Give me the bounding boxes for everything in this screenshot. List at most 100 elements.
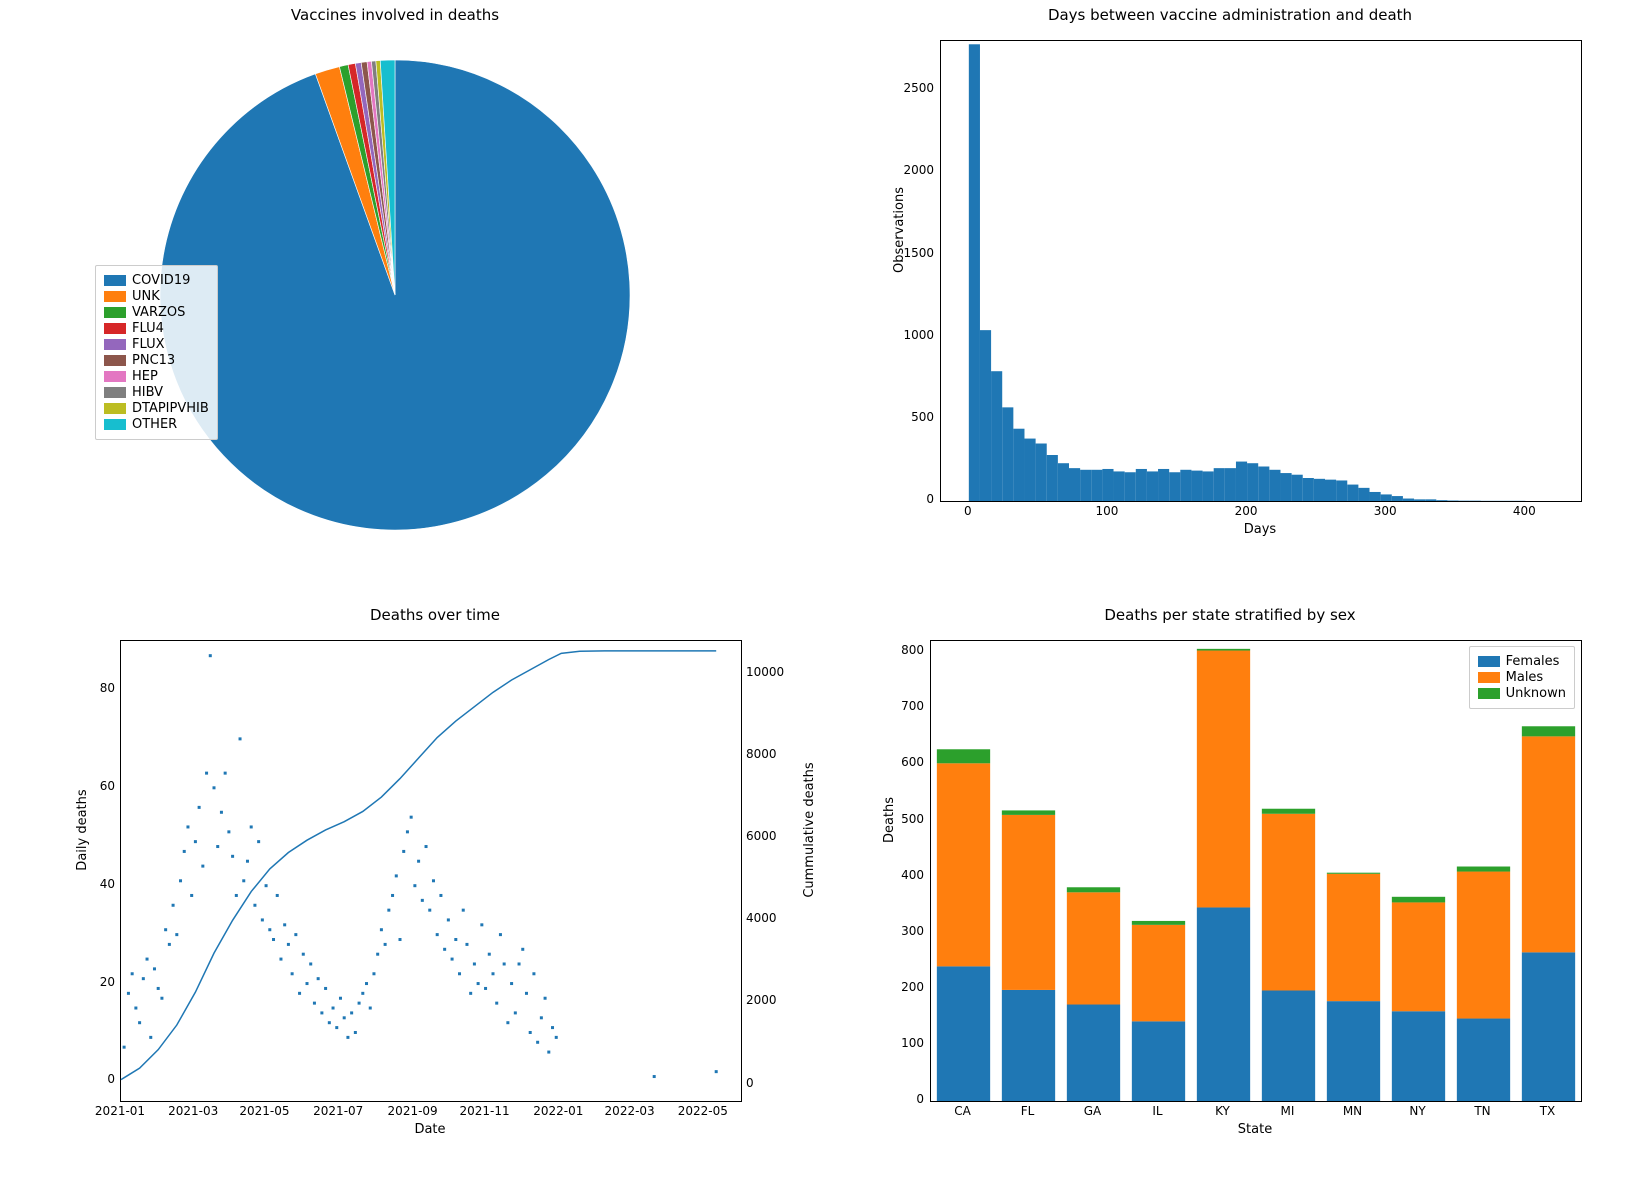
legend-label: HEP bbox=[132, 369, 158, 384]
bar-segment-unknown bbox=[1262, 809, 1315, 814]
scatter-point bbox=[499, 933, 502, 936]
y-tick-left: 80 bbox=[87, 681, 115, 695]
scatter-point bbox=[555, 1036, 558, 1039]
scatter-point bbox=[447, 918, 450, 921]
scatter-point bbox=[473, 962, 476, 965]
hist-bar bbox=[1236, 462, 1247, 501]
scatter-point bbox=[224, 772, 227, 775]
bar-segment-males bbox=[1002, 815, 1055, 990]
hist-bars bbox=[941, 41, 1581, 501]
bar-segment-females bbox=[1132, 1021, 1185, 1101]
hist-bar bbox=[1370, 492, 1381, 501]
hist-bar bbox=[1125, 472, 1136, 501]
scatter-point bbox=[376, 953, 379, 956]
hist-bar bbox=[1358, 488, 1369, 501]
scatter-point bbox=[149, 1036, 152, 1039]
x-tick: MI bbox=[1268, 1104, 1308, 1118]
bar-segment-unknown bbox=[1457, 867, 1510, 872]
x-tick: 100 bbox=[1092, 504, 1122, 518]
legend-label: VARZOS bbox=[132, 305, 185, 320]
scatter-point bbox=[309, 962, 312, 965]
y-tick: 2500 bbox=[890, 81, 934, 95]
bar-segment-females bbox=[1457, 1019, 1510, 1101]
bar-segment-males bbox=[1522, 736, 1575, 952]
hist-ylabel: Observations bbox=[892, 130, 907, 330]
legend-label: FLUX bbox=[132, 337, 165, 352]
scatter-point bbox=[361, 992, 364, 995]
legend-label: Males bbox=[1506, 670, 1544, 685]
scatter-point bbox=[306, 982, 309, 985]
scatter-point bbox=[503, 962, 506, 965]
y-tick: 700 bbox=[890, 699, 924, 713]
scatter-point bbox=[518, 962, 521, 965]
y-tick: 0 bbox=[890, 492, 934, 506]
scatter-point bbox=[451, 958, 454, 961]
scatter-point bbox=[272, 938, 275, 941]
scatter-point bbox=[365, 982, 368, 985]
bar-segment-males bbox=[1327, 874, 1380, 1001]
legend-label: HIBV bbox=[132, 385, 163, 400]
pie-legend-item: FLU4 bbox=[104, 321, 209, 336]
bar-segment-males bbox=[1262, 814, 1315, 991]
pie-legend-item: UNK bbox=[104, 289, 209, 304]
scatter-point bbox=[220, 811, 223, 814]
y-tick-right: 4000 bbox=[746, 911, 777, 925]
ts-xlabel: Date bbox=[120, 1122, 740, 1137]
hist-bar bbox=[1269, 470, 1280, 501]
scatter-point bbox=[653, 1075, 656, 1078]
scatter-point bbox=[227, 830, 230, 833]
hist-bar bbox=[1381, 494, 1392, 501]
x-tick: 2021-09 bbox=[381, 1104, 445, 1118]
scatter-point bbox=[123, 1046, 126, 1049]
hist-bar bbox=[1069, 468, 1080, 501]
x-tick: 300 bbox=[1370, 504, 1400, 518]
scatter-point bbox=[510, 982, 513, 985]
scatter-point bbox=[287, 943, 290, 946]
x-tick: GA bbox=[1073, 1104, 1113, 1118]
scatter-point bbox=[261, 918, 264, 921]
scatter-point bbox=[146, 958, 149, 961]
bar-segment-males bbox=[1197, 651, 1250, 908]
x-tick: FL bbox=[1008, 1104, 1048, 1118]
scatter-point bbox=[443, 948, 446, 951]
scatter-point bbox=[380, 928, 383, 931]
legend-swatch bbox=[104, 275, 126, 286]
x-tick: 400 bbox=[1509, 504, 1539, 518]
pie-subplot: Vaccines involved in deaths COVID19UNKVA… bbox=[40, 30, 750, 560]
x-tick: 2021-05 bbox=[232, 1104, 296, 1118]
scatter-point bbox=[239, 737, 242, 740]
scatter-point bbox=[138, 1021, 141, 1024]
scatter-point bbox=[257, 840, 260, 843]
scatter-point bbox=[372, 972, 375, 975]
scatter-point bbox=[369, 1007, 372, 1010]
hist-bar bbox=[1002, 407, 1013, 501]
statebar-xlabel: State bbox=[930, 1122, 1580, 1137]
x-tick: TX bbox=[1528, 1104, 1568, 1118]
scatter-point bbox=[458, 972, 461, 975]
hist-bar bbox=[1292, 475, 1303, 501]
legend-swatch bbox=[104, 339, 126, 350]
pie-legend-item: OTHER bbox=[104, 417, 209, 432]
hist-bar bbox=[1114, 471, 1125, 501]
bar-segment-unknown bbox=[1197, 649, 1250, 651]
scatter-point bbox=[231, 855, 234, 858]
pie-title: Vaccines involved in deaths bbox=[40, 6, 750, 24]
scatter-point bbox=[324, 987, 327, 990]
hist-bar bbox=[1247, 463, 1258, 501]
statebar-subplot: Deaths per state stratified by sex CAFLG… bbox=[860, 630, 1600, 1170]
hist-bar bbox=[1425, 499, 1436, 501]
y-tick-right: 10000 bbox=[746, 665, 784, 679]
scatter-point bbox=[172, 904, 175, 907]
scatter-point bbox=[387, 909, 390, 912]
legend-swatch bbox=[1478, 688, 1500, 699]
scatter-point bbox=[313, 1002, 316, 1005]
scatter-point bbox=[540, 1016, 543, 1019]
bar-segment-unknown bbox=[1327, 873, 1380, 874]
bar-segment-females bbox=[1327, 1001, 1380, 1101]
hist-bar bbox=[1102, 469, 1113, 501]
ts-axes-frame bbox=[120, 640, 742, 1102]
legend-swatch bbox=[104, 307, 126, 318]
scatter-point bbox=[335, 1026, 338, 1029]
scatter-point bbox=[395, 874, 398, 877]
scatter-point bbox=[454, 938, 457, 941]
